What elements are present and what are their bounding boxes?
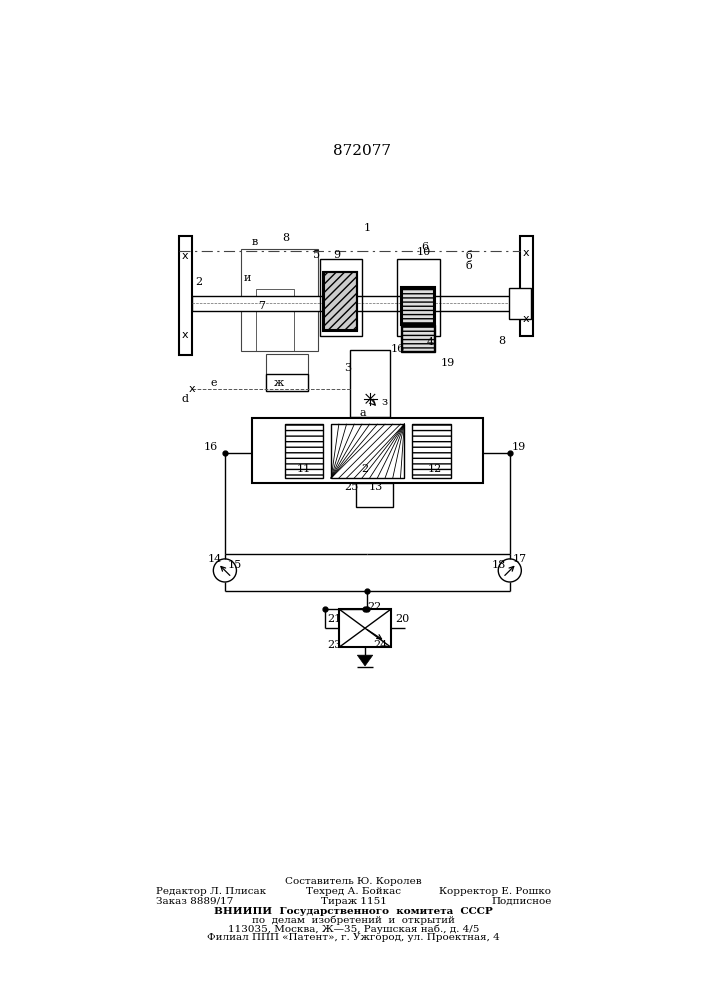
Text: 3: 3 (344, 363, 351, 373)
Bar (179, 235, 192, 355)
Text: 15: 15 (227, 560, 242, 570)
Text: а: а (360, 408, 366, 418)
Text: 10: 10 (416, 247, 431, 257)
Text: ВНИИПИ  Государственного  комитета  СССР: ВНИИПИ Государственного комитета СССР (214, 906, 493, 916)
Text: 16: 16 (204, 442, 218, 452)
Text: 6: 6 (421, 242, 428, 252)
Text: 9: 9 (334, 250, 341, 260)
Text: б: б (466, 251, 473, 261)
Bar (331, 424, 404, 478)
Text: d: d (181, 394, 188, 404)
Text: 18: 18 (492, 560, 506, 570)
Bar (266, 374, 308, 391)
Text: 872077: 872077 (333, 144, 391, 158)
Text: x: x (182, 251, 189, 261)
Text: 12: 12 (428, 464, 442, 474)
Bar (402, 288, 434, 324)
Bar (351, 350, 390, 417)
Bar (266, 354, 308, 391)
Text: 7: 7 (258, 301, 265, 311)
Text: з: з (381, 397, 387, 407)
Text: x: x (182, 330, 189, 340)
Bar (192, 296, 520, 311)
Text: 17: 17 (513, 554, 527, 564)
Bar (252, 418, 483, 483)
Text: Корректор Е. Рошко: Корректор Е. Рошко (440, 888, 551, 896)
Bar (324, 272, 357, 331)
Text: е: е (210, 378, 217, 388)
Text: x: x (189, 384, 195, 394)
Text: x: x (523, 248, 530, 258)
Bar (241, 249, 318, 351)
Text: 1: 1 (363, 223, 370, 233)
Bar (320, 259, 362, 336)
Bar (339, 609, 391, 647)
Text: 23: 23 (327, 640, 341, 650)
Text: 2: 2 (195, 277, 202, 287)
Text: 113035, Москва, Ж—35, Раушская наб., д. 4/5: 113035, Москва, Ж—35, Раушская наб., д. … (228, 924, 479, 934)
Bar (397, 259, 440, 336)
Text: 2: 2 (361, 464, 368, 474)
Polygon shape (357, 655, 373, 666)
Text: x: x (523, 314, 530, 324)
Bar (402, 326, 434, 351)
Bar (412, 424, 450, 478)
Text: Техред А. Бойкас: Техред А. Бойкас (306, 888, 401, 896)
Bar (520, 235, 533, 336)
Text: по  делам  изобретений  и  открытий: по делам изобретений и открытий (252, 915, 455, 925)
Bar (325, 272, 356, 330)
Text: и: и (244, 273, 252, 283)
Bar (256, 289, 294, 351)
Text: 21: 21 (327, 614, 341, 624)
Bar (356, 483, 393, 507)
Bar (285, 424, 324, 478)
Bar (402, 325, 435, 352)
Bar (509, 288, 530, 319)
Text: 5: 5 (313, 250, 320, 260)
Text: 19: 19 (440, 358, 455, 368)
Text: 16: 16 (390, 344, 404, 354)
Text: 19: 19 (512, 442, 526, 452)
Bar (402, 287, 435, 325)
Text: Редактор Л. Плисак: Редактор Л. Плисак (156, 888, 266, 896)
Text: 11: 11 (296, 464, 311, 474)
Text: 13: 13 (369, 482, 383, 492)
Text: ж: ж (274, 378, 284, 388)
Text: 14: 14 (207, 554, 221, 564)
Text: 8: 8 (283, 233, 290, 243)
Text: 25: 25 (344, 482, 358, 492)
Text: Составитель Ю. Королев: Составитель Ю. Королев (285, 878, 422, 886)
Text: 20: 20 (395, 614, 409, 624)
Text: Заказ 8889/17: Заказ 8889/17 (156, 896, 233, 906)
Text: Филиал ППП «Патент», г. Ужгород, ул. Проектная, 4: Филиал ППП «Патент», г. Ужгород, ул. Про… (207, 934, 500, 942)
Text: в: в (252, 237, 258, 247)
Text: б: б (466, 261, 473, 271)
Text: Тираж 1151: Тираж 1151 (320, 896, 387, 906)
Text: 4: 4 (426, 337, 434, 347)
Text: 24: 24 (373, 640, 387, 650)
Text: 8: 8 (498, 336, 506, 346)
Text: Подписное: Подписное (491, 896, 551, 906)
Text: 22: 22 (368, 602, 382, 612)
